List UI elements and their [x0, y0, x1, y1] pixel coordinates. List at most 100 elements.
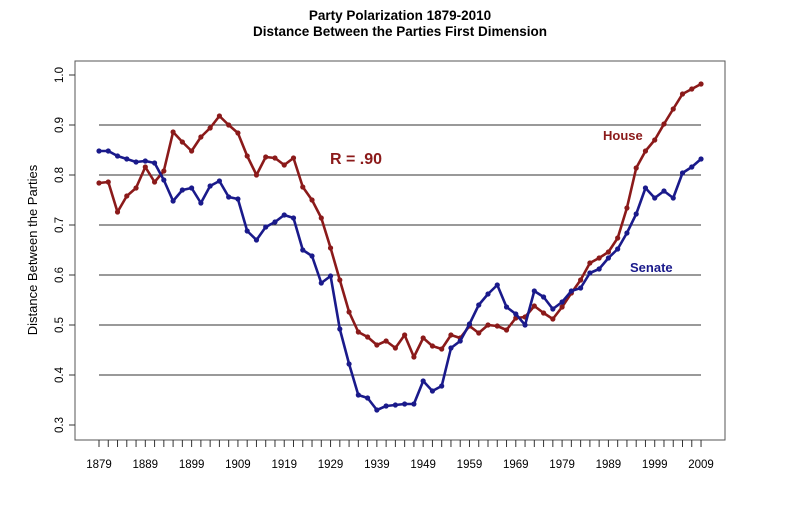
- data-point: [281, 162, 287, 168]
- data-point: [485, 291, 491, 297]
- y-tick-label: 1.0: [54, 67, 66, 83]
- data-point: [652, 195, 658, 201]
- data-point: [522, 322, 528, 328]
- data-point: [290, 215, 297, 221]
- data-point: [170, 198, 176, 204]
- senate-series: [96, 148, 704, 413]
- data-point: [133, 159, 139, 165]
- data-point: [540, 294, 547, 300]
- y-axis: 0.3 0.4 0.5 0.6 0.7 0.8 0.9 1.0: [54, 67, 75, 433]
- x-tick-label: 1989: [596, 459, 622, 471]
- data-point: [587, 260, 593, 266]
- data-point: [642, 148, 649, 154]
- data-point: [698, 156, 704, 162]
- data-point: [300, 184, 306, 190]
- data-point: [96, 180, 102, 186]
- data-point: [198, 134, 204, 140]
- data-point: [402, 401, 408, 407]
- data-point: [355, 329, 361, 335]
- data-point: [300, 247, 306, 253]
- data-point: [364, 395, 371, 401]
- x-tick-label: 1979: [549, 459, 575, 471]
- data-point: [568, 288, 574, 294]
- data-point: [642, 185, 649, 191]
- y-axis-label: Distance Between the Parties: [25, 164, 40, 335]
- data-point: [550, 316, 556, 322]
- x-tick-label: 1909: [225, 459, 251, 471]
- data-point: [327, 273, 334, 279]
- data-point: [281, 212, 287, 218]
- data-point: [420, 378, 426, 384]
- data-point: [151, 160, 158, 166]
- data-point: [513, 311, 519, 317]
- y-tick-label: 0.4: [54, 366, 66, 383]
- x-tick-label: 1949: [410, 459, 436, 471]
- data-point: [253, 237, 260, 243]
- y-tick-label: 0.5: [54, 317, 66, 333]
- data-point: [327, 245, 334, 251]
- data-point: [142, 158, 148, 164]
- data-point: [133, 185, 139, 191]
- data-point: [263, 154, 269, 160]
- data-point: [105, 148, 111, 154]
- data-point: [633, 165, 639, 171]
- x-tick-label: 1889: [133, 459, 159, 471]
- data-point: [189, 185, 195, 191]
- data-point: [318, 280, 324, 286]
- data-point: [216, 178, 223, 184]
- data-point: [494, 323, 500, 329]
- data-point: [411, 354, 417, 360]
- series-lines: [96, 81, 704, 413]
- y-tick-label: 0.3: [54, 417, 66, 433]
- data-point: [633, 211, 639, 217]
- data-point: [309, 253, 315, 259]
- data-point: [124, 156, 130, 162]
- data-point: [559, 299, 565, 305]
- data-point: [457, 338, 463, 344]
- senate-label: Senate: [630, 260, 673, 275]
- x-axis: 1879 1889 1899 1909 1919 1929 1939 1949 1959 1969…: [86, 440, 714, 471]
- y-tick-label: 0.6: [54, 267, 66, 283]
- data-point: [578, 285, 584, 291]
- data-point: [114, 153, 121, 159]
- data-point: [374, 407, 380, 413]
- data-point: [235, 196, 241, 202]
- data-point: [429, 388, 436, 394]
- gridlines: [99, 124, 701, 376]
- data-point: [290, 155, 297, 161]
- data-point: [466, 321, 473, 327]
- data-point: [142, 164, 148, 170]
- data-point: [670, 195, 676, 201]
- data-point: [531, 288, 537, 294]
- data-point: [161, 168, 167, 174]
- data-point: [383, 403, 389, 409]
- data-point: [392, 345, 398, 351]
- data-point: [420, 335, 426, 341]
- data-point: [689, 86, 695, 92]
- y-tick-label: 0.7: [54, 217, 66, 233]
- data-point: [605, 255, 612, 261]
- data-point: [170, 129, 176, 135]
- data-point: [624, 230, 630, 236]
- data-point: [263, 224, 269, 230]
- data-point: [485, 322, 491, 328]
- data-point: [429, 343, 436, 349]
- x-tick-label: 1999: [642, 459, 668, 471]
- data-point: [96, 148, 102, 154]
- data-point: [652, 137, 658, 143]
- data-point: [689, 164, 695, 170]
- data-point: [503, 327, 510, 333]
- data-point: [402, 332, 408, 338]
- x-tick-label: 1959: [457, 459, 483, 471]
- data-point: [550, 306, 556, 312]
- data-point: [596, 266, 602, 272]
- data-point: [226, 194, 232, 200]
- data-point: [124, 193, 130, 199]
- data-point: [105, 179, 111, 185]
- data-point: [179, 187, 185, 193]
- data-point: [346, 309, 352, 315]
- data-point: [578, 277, 584, 283]
- data-point: [207, 125, 213, 131]
- chart-subtitle: Distance Between the Parties First Dimen…: [252, 24, 548, 39]
